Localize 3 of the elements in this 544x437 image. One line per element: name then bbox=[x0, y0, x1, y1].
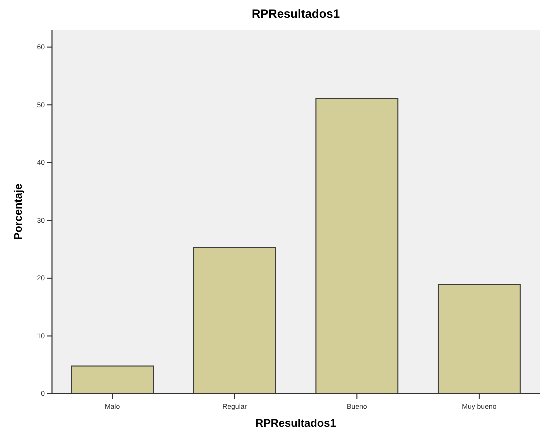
chart-title: RPResultados1 bbox=[252, 7, 340, 21]
x-axis-title: RPResultados1 bbox=[256, 418, 336, 430]
y-axis-title: Porcentaje bbox=[13, 184, 25, 240]
